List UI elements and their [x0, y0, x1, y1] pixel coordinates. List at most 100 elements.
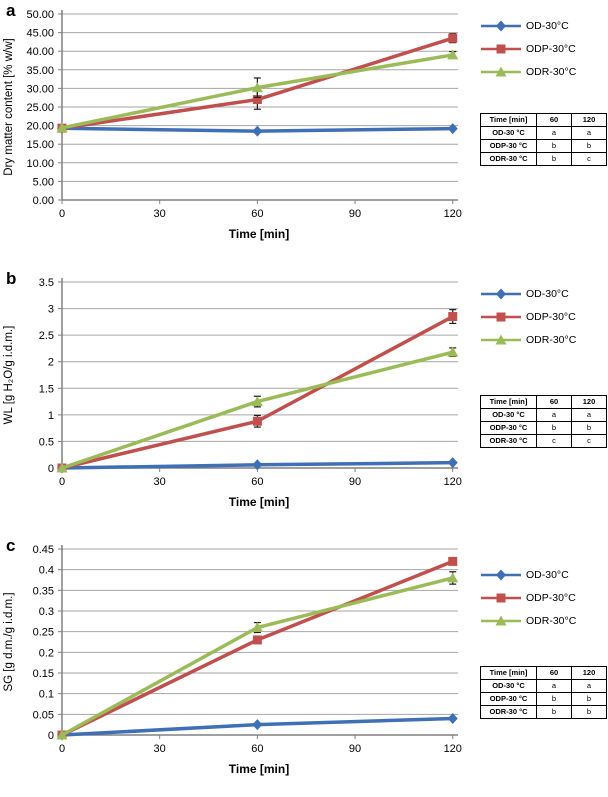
table-header-cell: Time [min] — [480, 666, 537, 680]
svg-text:0: 0 — [59, 208, 65, 220]
svg-text:1.5: 1.5 — [39, 383, 54, 395]
svg-text:5.00: 5.00 — [33, 176, 54, 188]
diamond-marker-icon — [481, 569, 521, 580]
svg-text:0.45: 0.45 — [33, 544, 54, 556]
svg-text:0.4: 0.4 — [39, 565, 54, 577]
svg-text:0.35: 0.35 — [33, 585, 54, 597]
table-cell: b — [571, 692, 607, 706]
svg-text:0: 0 — [59, 476, 65, 488]
table-row-label: ODP-30 °C — [480, 139, 537, 153]
svg-text:0.00: 0.00 — [33, 195, 54, 207]
table-cell: c — [571, 434, 607, 448]
table-cell: b — [571, 421, 607, 435]
svg-text:15.00: 15.00 — [26, 139, 54, 151]
svg-text:0: 0 — [59, 743, 65, 755]
table-header-cell: Time [min] — [480, 395, 537, 409]
table-cell: a — [571, 679, 607, 693]
panel-letter-b: b — [6, 269, 17, 288]
table-header-cell: 60 — [536, 666, 572, 680]
legend-item: ODR-30°C — [480, 609, 608, 632]
significance-table-a: Time [min] 60 120 OD-30 °C a a ODP-30 °C b b ODR-… — [480, 113, 607, 166]
table-cell: b — [571, 139, 607, 153]
table-row: ODP-30 °C b b — [480, 692, 607, 706]
svg-text:60: 60 — [251, 476, 263, 488]
svg-text:90: 90 — [349, 476, 361, 488]
table-cell: a — [536, 679, 572, 693]
table-row-label: ODR-30 °C — [480, 152, 537, 166]
svg-text:Time [min]: Time [min] — [229, 227, 289, 241]
svg-text:120: 120 — [444, 743, 462, 755]
svg-text:0.2: 0.2 — [39, 647, 54, 659]
legend-label: ODP-30°C — [526, 591, 576, 604]
legend-label: OD-30°C — [526, 19, 569, 32]
square-marker-icon — [481, 593, 521, 602]
svg-text:SG [g d.m./g i.d.m.]: SG [g d.m./g i.d.m.] — [3, 592, 15, 691]
panel-c-right-column: OD-30°C ODP-30°C ODR-30°C Time [min] 60 120 O… — [470, 535, 608, 797]
significance-table-a-wrap: Time [min] 60 120 OD-30 °C a a ODP-30 °C b b ODR-… — [480, 113, 608, 166]
panel-c: c 0 0.05 0.1 0.15 0.2 0.25 0.3 0.35 0.4 0.45 0 30 60… — [0, 535, 608, 797]
significance-table-b-wrap: Time [min] 60 120 OD-30 °C a a ODP-30 °C b b ODR-… — [480, 395, 608, 448]
svg-text:0.05: 0.05 — [33, 709, 54, 721]
table-row-label: OD-30 °C — [480, 408, 537, 422]
panel-b: b 0 0.5 1 1.5 2 2.5 3 3.5 0 30 60 90 120 Time [min] WL… — [0, 268, 608, 535]
svg-text:60: 60 — [251, 743, 263, 755]
svg-text:0.25: 0.25 — [33, 627, 54, 639]
table-cell: c — [536, 434, 572, 448]
svg-text:2: 2 — [48, 357, 54, 369]
svg-text:20.00: 20.00 — [26, 121, 54, 133]
table-cell: b — [536, 421, 572, 435]
svg-text:30: 30 — [154, 208, 166, 220]
table-row: OD-30 °C a a — [480, 679, 607, 693]
square-marker-icon — [481, 44, 521, 53]
table-cell: b — [536, 139, 572, 153]
panel-letter-c: c — [6, 536, 16, 555]
triangle-marker-icon — [481, 66, 521, 76]
table-row-label: OD-30 °C — [480, 679, 537, 693]
svg-text:WL [g H₂O/g i.d.m.]: WL [g H₂O/g i.d.m.] — [3, 326, 15, 425]
svg-text:0.15: 0.15 — [33, 668, 54, 680]
svg-text:1: 1 — [48, 410, 54, 422]
svg-text:Dry matter content [% w/w]: Dry matter content [% w/w] — [3, 38, 15, 175]
diamond-marker-icon — [481, 288, 521, 299]
svg-text:35.00: 35.00 — [26, 65, 54, 77]
table-cell: c — [571, 152, 607, 166]
svg-text:60: 60 — [251, 208, 263, 220]
svg-text:30: 30 — [154, 743, 166, 755]
legend-a: OD-30°C ODP-30°C ODR-30°C — [480, 14, 608, 83]
legend-c: OD-30°C ODP-30°C ODR-30°C — [480, 563, 608, 632]
table-row: ODP-30 °C b b — [480, 139, 607, 153]
table-row: ODR-30 °C b b — [480, 705, 607, 719]
svg-text:120: 120 — [444, 476, 462, 488]
table-row: OD-30 °C a a — [480, 408, 607, 422]
legend-item: OD-30°C — [480, 14, 608, 37]
svg-text:30.00: 30.00 — [26, 83, 54, 95]
svg-text:3.5: 3.5 — [39, 277, 54, 289]
significance-table-c-wrap: Time [min] 60 120 OD-30 °C a a ODP-30 °C b b ODR-… — [480, 666, 608, 719]
chart-a-area: 0.00 5.00 10.00 15.00 20.00 25.00 30.00 35.00 40… — [0, 0, 470, 268]
table-cell: b — [571, 705, 607, 719]
legend-item: OD-30°C — [480, 282, 608, 305]
triangle-marker-icon — [481, 334, 521, 344]
table-cell: b — [536, 692, 572, 706]
svg-text:0: 0 — [48, 463, 54, 475]
table-row: ODP-30 °C b b — [480, 421, 607, 435]
svg-text:120: 120 — [444, 208, 462, 220]
svg-text:0.1: 0.1 — [39, 689, 54, 701]
diamond-marker-icon — [481, 20, 521, 31]
legend-label: OD-30°C — [526, 568, 569, 581]
svg-text:0.3: 0.3 — [39, 606, 54, 618]
table-header-row: Time [min] 60 120 — [480, 666, 607, 680]
table-row: ODR-30 °C b c — [480, 152, 607, 166]
svg-text:Time [min]: Time [min] — [229, 762, 289, 776]
svg-text:25.00: 25.00 — [26, 102, 54, 114]
svg-text:3: 3 — [48, 304, 54, 316]
chart-c-area: 0 0.05 0.1 0.15 0.2 0.25 0.3 0.35 0.4 0.45 0 30 60 90… — [0, 535, 470, 797]
legend-item: OD-30°C — [480, 563, 608, 586]
table-row-label: ODR-30 °C — [480, 434, 537, 448]
significance-table-b: Time [min] 60 120 OD-30 °C a a ODP-30 °C b b ODR-… — [480, 395, 607, 448]
table-row-label: ODP-30 °C — [480, 692, 537, 706]
significance-table-c: Time [min] 60 120 OD-30 °C a a ODP-30 °C b b ODR-… — [480, 666, 607, 719]
svg-text:0: 0 — [48, 730, 54, 742]
table-header-cell: 120 — [571, 395, 607, 409]
svg-text:0.5: 0.5 — [39, 436, 54, 448]
